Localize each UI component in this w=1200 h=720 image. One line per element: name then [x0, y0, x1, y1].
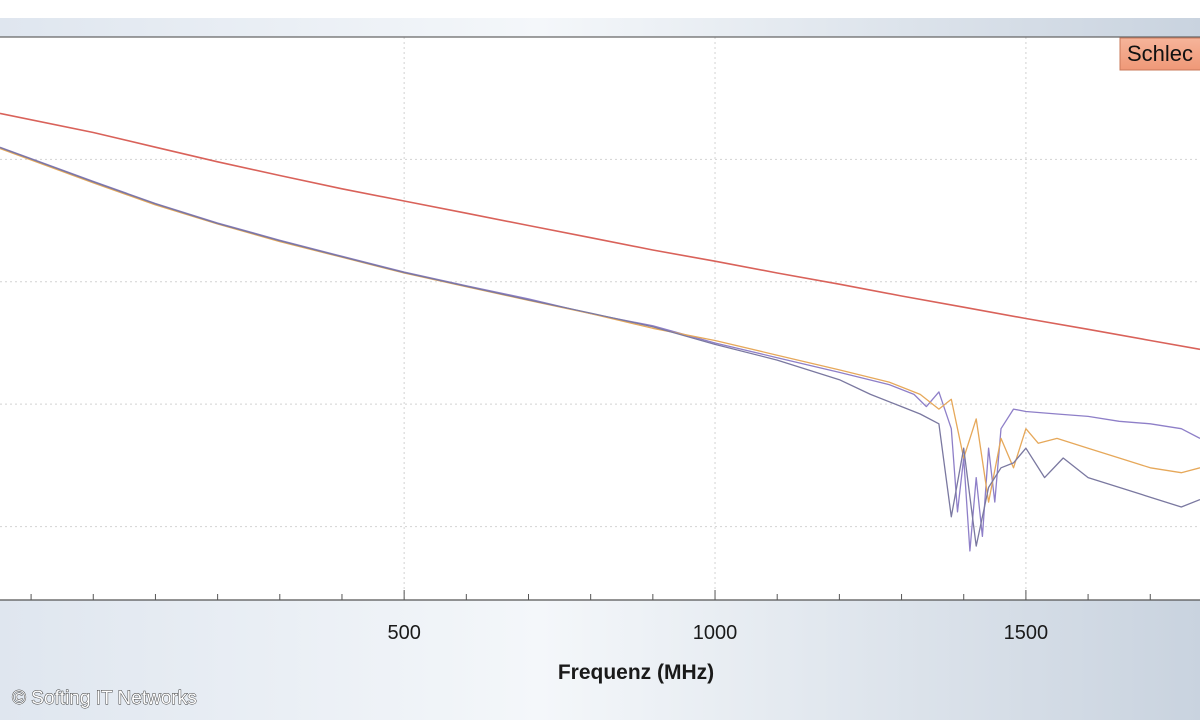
x-axis-tick-labels: 500 1000 1500	[387, 622, 1048, 644]
top-band	[0, 18, 1200, 37]
x-tick-label-0: 500	[387, 622, 420, 644]
x-axis-ticks	[30, 590, 1151, 600]
x-tick-label-1: 1000	[693, 622, 738, 644]
legend-box	[1119, 37, 1200, 71]
plot-area	[0, 37, 1200, 600]
series-line-0	[0, 112, 1200, 351]
bottom-band	[0, 600, 1200, 720]
legend: Schlec	[1119, 37, 1200, 71]
x-tick-label-2: 1500	[1004, 622, 1049, 644]
legend-entry-0: Schlec	[1127, 41, 1193, 66]
copyright-credit: © Softing IT Networks	[12, 688, 197, 709]
x-axis-title: Frequenz (MHz)	[558, 661, 714, 684]
series-line-3	[0, 146, 1200, 547]
series-group	[0, 112, 1200, 552]
